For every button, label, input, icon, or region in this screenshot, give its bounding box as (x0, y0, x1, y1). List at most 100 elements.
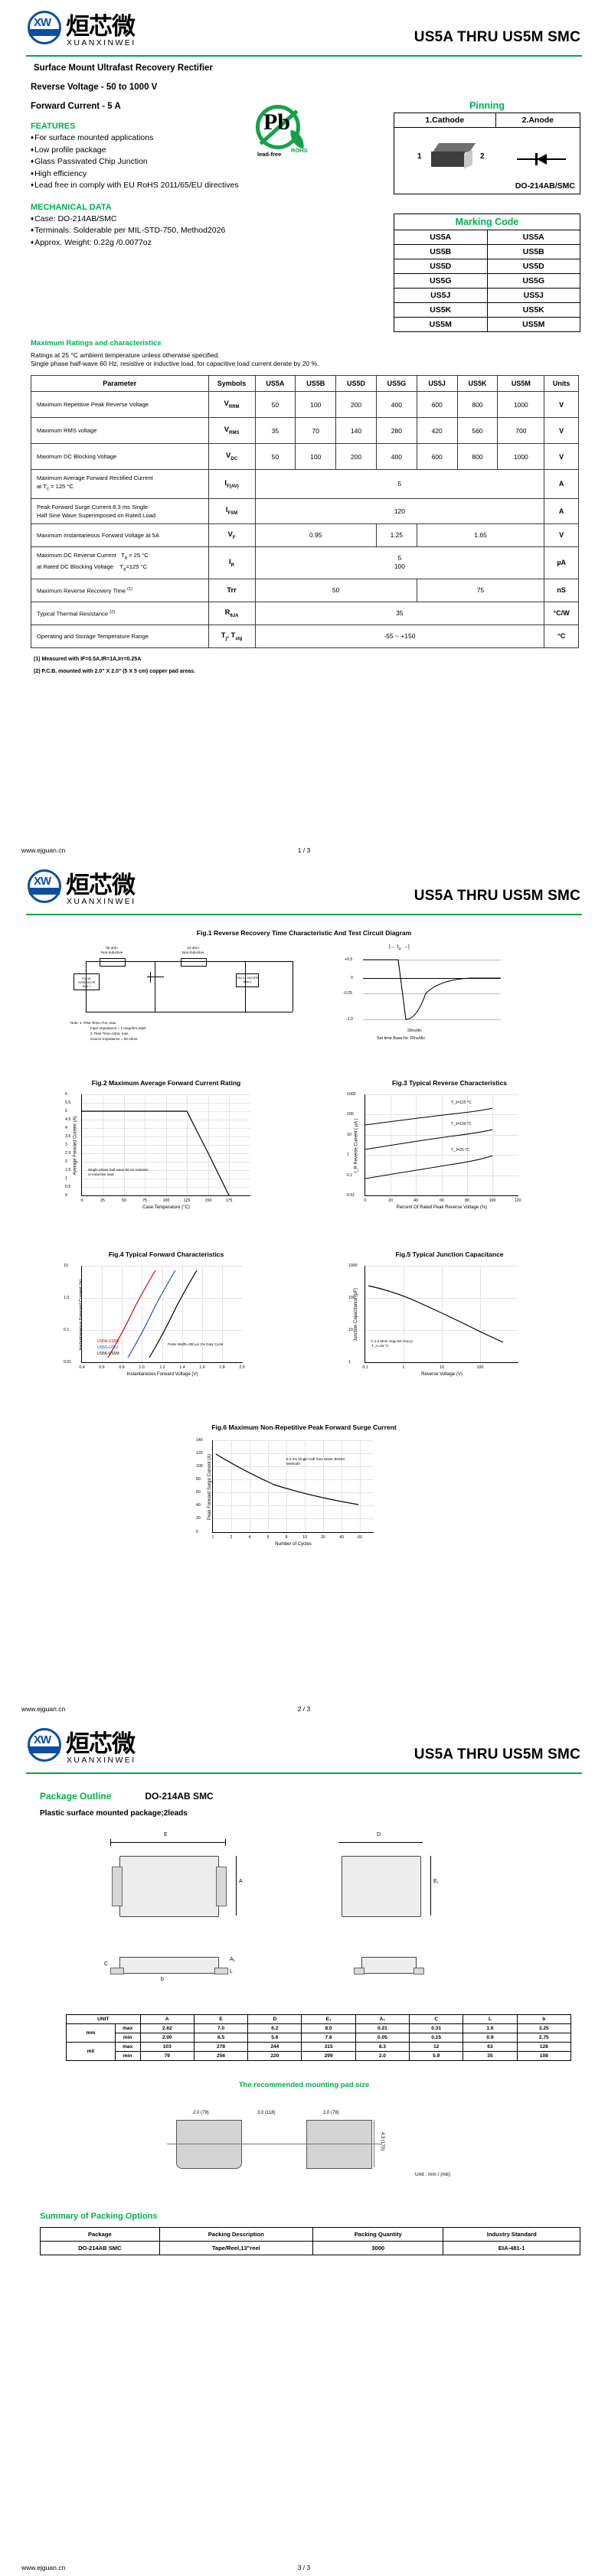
table-header-row: Package Packing Description Packing Quan… (40, 2227, 580, 2242)
cell-value: 200 (335, 391, 377, 418)
x-tick: 40 (414, 1198, 418, 1203)
y-tick: 100 (347, 1112, 354, 1117)
pin1-label: 1.Cathode (394, 112, 496, 128)
param-ir: Maximum DC Reverse Current Ta = 25 °C at … (31, 546, 209, 579)
logo-english-name: XUANXINWEI (67, 38, 136, 47)
figure-6-plot: 0 20 40 60 80 100 120 140 8.3 ms Single … (196, 1438, 374, 1547)
table-row: mm max 2.62 7.0 6.2 8.0 0.21 0.31 1.6 3.… (66, 2023, 572, 2043)
figure-6: Fig.6 Maximum Non-Repetitive Peak Forwar… (17, 1423, 591, 1547)
table-row: US5J US5J (394, 288, 580, 303)
marking-right: US5A (486, 230, 580, 245)
x-tick: 10 (440, 1365, 444, 1370)
y-tick: 3 (65, 1143, 67, 1147)
dim-col-D: D (247, 2014, 302, 2024)
footer-page-number: 2 / 3 (297, 1705, 311, 1713)
page-header: XW 烜芯微 XUANXINWEI US5A THRU US5M SMC (17, 1717, 591, 1772)
pulse-generator-box: PULSE GENERATOR Note.1 (74, 973, 100, 990)
resistor-50ohm-label: 50 ohm (106, 946, 118, 950)
marking-code-table: US5A US5A US5B US5B US5D US5D US5G US5G … (394, 230, 580, 332)
footnote-1: (1) Measured with IF=0.5A,IR=1A,Irr=0.25… (34, 656, 142, 662)
y-tick: +0.5 (345, 957, 353, 962)
table-row: Operating and Storage Temperature Range … (31, 624, 579, 648)
figure-6-caption-text: Fig.6 Maximum Non-Repetitive Peak Forwar… (211, 1423, 397, 1431)
packing-col-description: Packing Description (159, 2227, 313, 2242)
pinning-title: Pinning (469, 100, 505, 111)
x-tick: 60 (358, 1535, 362, 1540)
footer-website: www.ejguan.cn (21, 2564, 66, 2571)
curve-label: T_J=125 °C (451, 1101, 472, 1105)
table-row: Maximum Repetitive Peak Reverse Voltage … (31, 391, 579, 418)
curve-label: US5G-US5J (97, 1345, 119, 1350)
y-tick: 1 (347, 1153, 349, 1157)
y-tick: 60 (196, 1490, 201, 1495)
company-logo: XW 烜芯微 XUANXINWEI (28, 1728, 136, 1765)
cell-value: DO-214AB SMC (40, 2241, 160, 2255)
figure-2-curve (82, 1110, 230, 1195)
pad-dim-3: 2.0 (79) (323, 2111, 339, 2115)
dim-col-unit: UNIT (66, 2014, 141, 2024)
marking-left: US5M (394, 317, 488, 332)
cell-value: 75 (416, 578, 545, 602)
table-header-row: UNIT A E D E₁ A₁ C L b (66, 2014, 572, 2024)
x-tick: 0.4 (79, 1365, 85, 1370)
cell-value: 560 (456, 417, 498, 444)
param-vrms: Maximum RMS voltage (31, 417, 209, 444)
x-tick: 50 (122, 1198, 126, 1203)
curve-label: T_J=100 °C (451, 1122, 472, 1127)
x-tick: 20ns/div (407, 1029, 422, 1033)
col-us5d: US5D (335, 375, 377, 392)
figure-5-curve (368, 1285, 504, 1343)
product-headline: Surface Mount Ultrafast Recovery Rectifi… (34, 64, 213, 73)
y-tick: 3.5 (65, 1134, 71, 1139)
cell-value: 278 (193, 2042, 249, 2052)
resistor-10ohm-sub: Non-Inductive (181, 951, 204, 954)
dim-letter-E: E (164, 1832, 168, 1837)
figure-5-plot: 1 10 100 1000 f=1.0 MHz Vsig=50 mVp-p T_… (348, 1264, 518, 1377)
footer-website: www.ejguan.cn (21, 1705, 66, 1713)
features-heading: FEATURES (31, 122, 76, 131)
symbol-tj-tstg: Tj, Tstg (208, 624, 256, 648)
reverse-voltage-line: Reverse Voltage - 50 to 1000 V (31, 83, 158, 92)
y-tick: 5.5 (65, 1101, 71, 1105)
cell-value: 5.9 (409, 2051, 464, 2061)
y-tick: 2.5 (65, 1151, 71, 1156)
test-circuit-schematic: 50 ohm Non-Inductive 10 ohm Non-Inductiv… (70, 946, 323, 1042)
y-tick: 0.1 (347, 1173, 353, 1178)
smc-package-icon (431, 143, 476, 169)
y-tick: 6 (65, 1092, 67, 1097)
figure-5-xlabel: Reverse Voltage (V) (421, 1372, 463, 1377)
y-tick: 10 (348, 1328, 353, 1332)
cell-value: 280 (375, 417, 417, 444)
cell-value: 0.31 (409, 2023, 464, 2033)
logo-emblem-icon: XW (28, 1728, 64, 1765)
cell-value: 8.3 (355, 2042, 410, 2052)
marking-right: US5M (486, 317, 580, 332)
x-tick: 20 (388, 1198, 393, 1203)
figure-1-xlabel: Set time Base for 20ns/div (377, 1036, 425, 1041)
curve-label: US5A-US5D (97, 1339, 119, 1344)
marking-code-title: Marking Code (394, 214, 580, 230)
marking-right: US5G (486, 273, 580, 289)
table-row: US5A US5A (394, 230, 580, 245)
resistor-50ohm-sub: Non-Inductive (100, 951, 123, 954)
dim-letter-C: C (104, 1961, 109, 1967)
x-tick: 1.2 (159, 1365, 165, 1370)
forward-current-line: Forward Current - 5 A (31, 102, 121, 111)
figure-2-caption: Fig.2 Maximum Average Forward Current Ra… (91, 1079, 241, 1087)
x-tick: 125 (183, 1198, 191, 1203)
symbol-ifsm: IFSM (208, 497, 256, 524)
col-units: Units (544, 375, 579, 392)
table-row: US5M US5M (394, 317, 580, 332)
symbol-vrms: VRMS (208, 417, 256, 444)
logo-chinese-name: 烜芯微 (66, 1730, 136, 1758)
logo-english-name: XUANXINWEI (67, 897, 136, 906)
marking-left: US5B (394, 244, 488, 259)
cell-value: 800 (456, 443, 498, 470)
cell-value: 100 (295, 443, 337, 470)
packing-col-standard: Industry Standard (443, 2227, 580, 2242)
cell-value: 108 (516, 2051, 572, 2061)
cell-value: 7.0 (193, 2023, 249, 2033)
ratings-heading: Maximum Ratings and characteristics (31, 339, 162, 347)
page-title: US5A THRU US5M SMC (414, 29, 580, 45)
cell-value: 5 100 (254, 546, 545, 579)
